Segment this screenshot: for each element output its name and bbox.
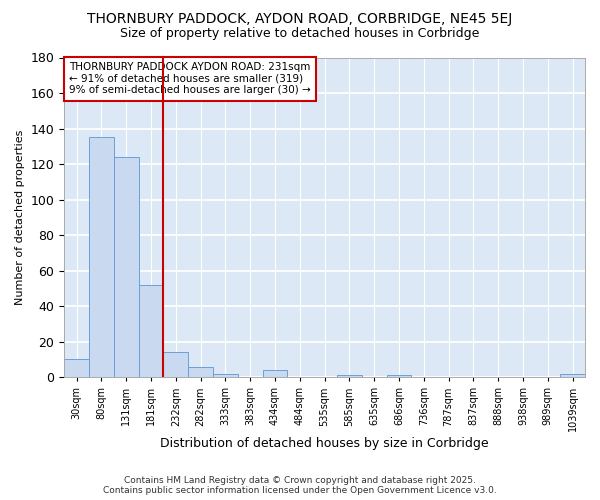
Bar: [337, 376, 362, 377]
Bar: [188, 366, 213, 377]
Bar: [64, 360, 89, 377]
Bar: [386, 376, 412, 377]
Bar: [114, 157, 139, 377]
Bar: [163, 352, 188, 377]
Text: Size of property relative to detached houses in Corbridge: Size of property relative to detached ho…: [121, 28, 479, 40]
Text: THORNBURY PADDOCK AYDON ROAD: 231sqm
← 91% of detached houses are smaller (319)
: THORNBURY PADDOCK AYDON ROAD: 231sqm ← 9…: [70, 62, 311, 96]
X-axis label: Distribution of detached houses by size in Corbridge: Distribution of detached houses by size …: [160, 437, 489, 450]
Bar: [213, 374, 238, 377]
Bar: [89, 138, 114, 377]
Bar: [560, 374, 585, 377]
Y-axis label: Number of detached properties: Number of detached properties: [15, 130, 25, 305]
Bar: [139, 285, 163, 377]
Bar: [263, 370, 287, 377]
Text: THORNBURY PADDOCK, AYDON ROAD, CORBRIDGE, NE45 5EJ: THORNBURY PADDOCK, AYDON ROAD, CORBRIDGE…: [88, 12, 512, 26]
Text: Contains HM Land Registry data © Crown copyright and database right 2025.
Contai: Contains HM Land Registry data © Crown c…: [103, 476, 497, 495]
